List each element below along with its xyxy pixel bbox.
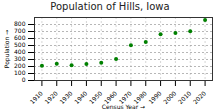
svg-text:800: 800 <box>14 20 26 27</box>
svg-text:2010: 2010 <box>177 89 193 105</box>
svg-text:2000: 2000 <box>162 89 178 105</box>
svg-text:0: 0 <box>22 76 26 83</box>
html-text:Population of Hills, Iowa: Population of Hills, Iowa <box>50 1 170 12</box>
svg-text:1960: 1960 <box>102 89 119 106</box>
svg-text:1970: 1970 <box>117 89 133 106</box>
svg-text:700: 700 <box>14 27 26 34</box>
svg-text:1930: 1930 <box>58 89 74 105</box>
svg-text:600: 600 <box>14 34 26 41</box>
svg-text:1940: 1940 <box>73 89 89 105</box>
svg-text:500: 500 <box>14 41 26 48</box>
svg-text:1990: 1990 <box>147 89 163 105</box>
svg-text:Population →: Population → <box>3 30 11 68</box>
svg-text:1980: 1980 <box>132 89 148 106</box>
svg-text:400: 400 <box>14 48 26 55</box>
svg-text:1950: 1950 <box>87 89 104 106</box>
svg-text:Census Year →: Census Year → <box>102 103 145 110</box>
svg-text:200: 200 <box>14 62 26 69</box>
svg-text:100: 100 <box>14 69 26 76</box>
svg-text:1910: 1910 <box>28 89 44 105</box>
svg-text:300: 300 <box>14 55 26 62</box>
svg-text:1920: 1920 <box>43 89 59 105</box>
svg-text:2020: 2020 <box>191 89 207 105</box>
